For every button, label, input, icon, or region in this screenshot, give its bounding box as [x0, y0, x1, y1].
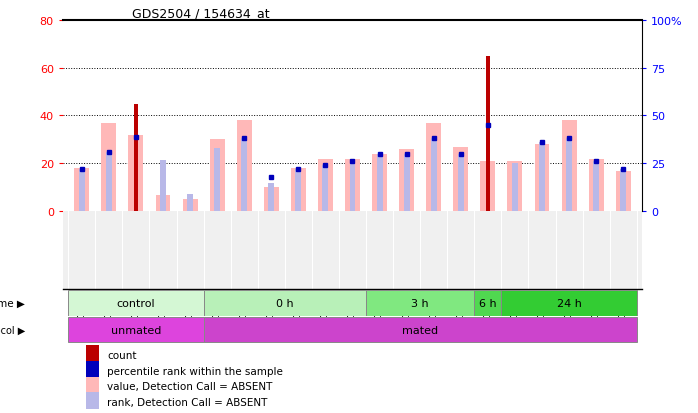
Bar: [426, 123, 441, 212]
Bar: [593, 162, 599, 212]
Bar: [399, 150, 414, 212]
Bar: [86, 377, 98, 396]
Bar: [134, 104, 138, 212]
Bar: [204, 317, 637, 343]
Bar: [101, 123, 117, 212]
Bar: [403, 154, 410, 212]
Bar: [86, 345, 98, 365]
Bar: [160, 160, 166, 212]
Bar: [128, 135, 143, 212]
Bar: [79, 170, 84, 212]
Text: mated: mated: [402, 325, 438, 335]
Text: rank, Detection Call = ABSENT: rank, Detection Call = ABSENT: [107, 397, 268, 407]
Bar: [350, 162, 355, 212]
Text: 3 h: 3 h: [411, 298, 429, 308]
Bar: [214, 149, 220, 212]
Bar: [86, 392, 98, 412]
Bar: [345, 159, 360, 212]
Bar: [237, 121, 252, 212]
Text: percentile rank within the sample: percentile rank within the sample: [107, 366, 283, 376]
Bar: [458, 154, 463, 212]
Bar: [616, 171, 631, 212]
Bar: [512, 164, 518, 212]
Bar: [588, 159, 604, 212]
Bar: [106, 152, 112, 212]
Bar: [431, 139, 437, 212]
Bar: [187, 195, 193, 212]
Bar: [268, 183, 274, 212]
Text: protocol ▶: protocol ▶: [0, 325, 25, 335]
Bar: [209, 140, 225, 212]
Text: time ▶: time ▶: [0, 298, 25, 308]
Bar: [475, 290, 501, 316]
Bar: [204, 290, 366, 316]
Bar: [242, 139, 247, 212]
Bar: [74, 169, 89, 212]
Bar: [183, 200, 198, 212]
Text: value, Detection Call = ABSENT: value, Detection Call = ABSENT: [107, 382, 273, 392]
Bar: [480, 161, 496, 212]
Bar: [372, 154, 387, 212]
Text: unmated: unmated: [111, 325, 161, 335]
Bar: [507, 161, 522, 212]
Bar: [68, 317, 204, 343]
Text: 24 h: 24 h: [556, 298, 581, 308]
Bar: [366, 290, 475, 316]
Bar: [322, 166, 328, 212]
Text: 0 h: 0 h: [276, 298, 294, 308]
Bar: [86, 361, 98, 381]
Bar: [486, 57, 489, 212]
Bar: [621, 170, 626, 212]
Text: 6 h: 6 h: [479, 298, 497, 308]
Bar: [539, 143, 545, 212]
Bar: [156, 195, 170, 212]
Bar: [291, 169, 306, 212]
Bar: [264, 188, 279, 212]
Bar: [562, 121, 577, 212]
Text: count: count: [107, 350, 137, 360]
Bar: [68, 290, 204, 316]
Bar: [535, 145, 549, 212]
Bar: [501, 290, 637, 316]
Text: GDS2504 / 154634_at: GDS2504 / 154634_at: [133, 7, 270, 19]
Bar: [295, 170, 302, 212]
Bar: [566, 139, 572, 212]
Bar: [453, 147, 468, 212]
Bar: [318, 159, 333, 212]
Bar: [377, 154, 383, 212]
Text: control: control: [117, 298, 155, 308]
